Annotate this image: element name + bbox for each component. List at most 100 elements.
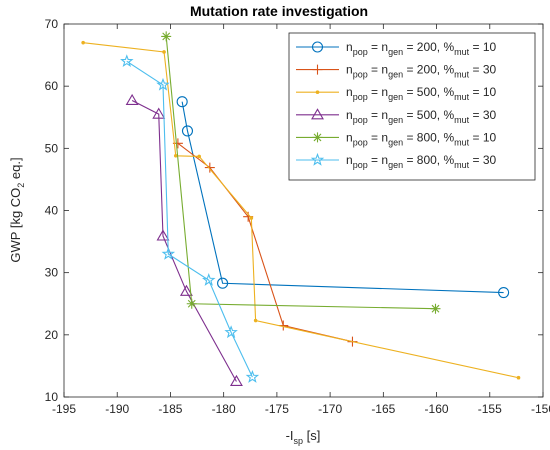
y-axis-label-main: GWP [kg CO [8, 188, 23, 263]
series-6-point [156, 77, 170, 91]
series-layer [81, 31, 521, 387]
legend-label: npop = ngen = 200, %mut = 10 [346, 40, 497, 57]
legend-label-part: = 200, % [403, 63, 454, 77]
series-4-point [229, 374, 243, 387]
x-tick-label: -150 [531, 402, 550, 416]
legend-label-part: mut [454, 115, 470, 125]
legend-label-part: mut [454, 137, 470, 147]
legend-label-part: = 10 [469, 40, 496, 54]
y-tick-label: 70 [45, 17, 59, 31]
series-3 [81, 40, 521, 380]
x-axis-label: -Isp [s] [286, 428, 321, 446]
legend-label: npop = ngen = 200, %mut = 30 [346, 63, 497, 80]
x-tick-label: -195 [52, 402, 76, 416]
legend-label: npop = ngen = 500, %mut = 10 [346, 85, 497, 102]
legend-swatch-marker [312, 64, 323, 75]
x-tick-label: -170 [318, 402, 342, 416]
series-6 [120, 54, 260, 383]
legend-label: npop = ngen = 500, %mut = 30 [346, 108, 497, 125]
y-axis-label-tail: eq.] [8, 157, 23, 182]
legend-label-part: mut [454, 47, 470, 57]
legend-label-part: pop [353, 160, 368, 170]
x-axis-label-tail: [s] [303, 428, 320, 443]
x-tick-label: -175 [265, 402, 289, 416]
legend-label: npop = ngen = 800, %mut = 10 [346, 130, 497, 147]
series-6-point [224, 325, 238, 339]
y-tick-label: 60 [45, 79, 59, 93]
series-4 [125, 93, 243, 387]
legend-label-part: n [346, 85, 353, 99]
legend-label-part: = 30 [469, 63, 496, 77]
legend-entry: npop = ngen = 800, %mut = 30 [296, 152, 497, 170]
legend-label-part: = 10 [469, 85, 496, 99]
series-1-point [498, 287, 510, 299]
legend-label: npop = ngen = 800, %mut = 30 [346, 153, 497, 170]
legend-label-part: gen [388, 92, 403, 102]
legend-swatch-marker [311, 41, 324, 53]
y-tick-label: 30 [45, 266, 59, 280]
series-4-point [179, 284, 193, 296]
series-5-point [186, 298, 197, 309]
legend-label-part: = 800, % [403, 153, 454, 167]
y-axis-label: GWP [kg CO2 eq.] [8, 157, 26, 262]
y-tick-label: 10 [45, 390, 59, 404]
series-6-point [120, 54, 134, 68]
legend-label-part: = n [368, 153, 388, 167]
x-tick-label: -155 [478, 402, 502, 416]
legend-label-part: = n [368, 108, 388, 122]
legend-label-part: = 10 [469, 130, 496, 144]
legend-label-part: = 800, % [403, 130, 454, 144]
legend-label-part: n [346, 63, 353, 77]
y-tick-label: 50 [45, 141, 59, 155]
series-3-point [81, 40, 85, 45]
series-5-point [161, 31, 172, 42]
y-axis: 10 20 30 40 50 60 70 [45, 17, 543, 404]
x-tick-label: -190 [105, 402, 129, 416]
series-6-point [161, 246, 176, 260]
series-5-point [430, 303, 441, 314]
series-1-line [181, 101, 504, 294]
x-axis-label-main: -I [286, 428, 294, 443]
series-1-point [176, 96, 188, 108]
legend-label-part: gen [388, 160, 403, 170]
series-1-point [217, 277, 229, 289]
legend-label-part: pop [353, 137, 368, 147]
legend-label-part: n [346, 40, 353, 54]
series-4-line [131, 99, 237, 382]
series-4-point [156, 229, 170, 241]
y-tick-label: 40 [45, 204, 59, 218]
x-tick-label: -185 [158, 402, 182, 416]
legend-label-part: = n [368, 40, 388, 54]
series-2 [172, 138, 358, 347]
legend-label-part: = 500, % [403, 108, 454, 122]
legend-label-part: pop [353, 47, 368, 57]
legend-swatch-marker [310, 152, 325, 166]
chart-title: Mutation rate investigation [190, 3, 368, 19]
legend-swatch-marker [312, 132, 323, 143]
y-axis-label-sub: 2 [16, 183, 26, 188]
series-6-point [245, 370, 260, 383]
legend-label-part: gen [388, 70, 403, 80]
legend-swatch-marker [315, 90, 320, 94]
legend-swatch-marker [311, 108, 324, 120]
legend-entry: npop = ngen = 200, %mut = 10 [296, 40, 497, 57]
series-6-point [202, 273, 216, 286]
legend-label-part: gen [388, 115, 403, 125]
legend-label-part: pop [353, 92, 368, 102]
series-1-point [181, 125, 194, 137]
x-tick-label: -165 [371, 402, 395, 416]
legend-label-part: mut [454, 70, 470, 80]
legend-label-part: n [346, 130, 353, 144]
legend-entry: npop = ngen = 500, %mut = 10 [296, 85, 497, 102]
legend-label-part: = 30 [469, 108, 496, 122]
legend-label-part: = 500, % [403, 85, 454, 99]
legend-label-part: gen [388, 47, 403, 57]
legend-label-part: = n [368, 130, 388, 144]
legend-label-part: pop [353, 115, 368, 125]
legend-label-part: n [346, 153, 353, 167]
x-tick-label: -180 [212, 402, 236, 416]
series-3-point [253, 318, 258, 323]
